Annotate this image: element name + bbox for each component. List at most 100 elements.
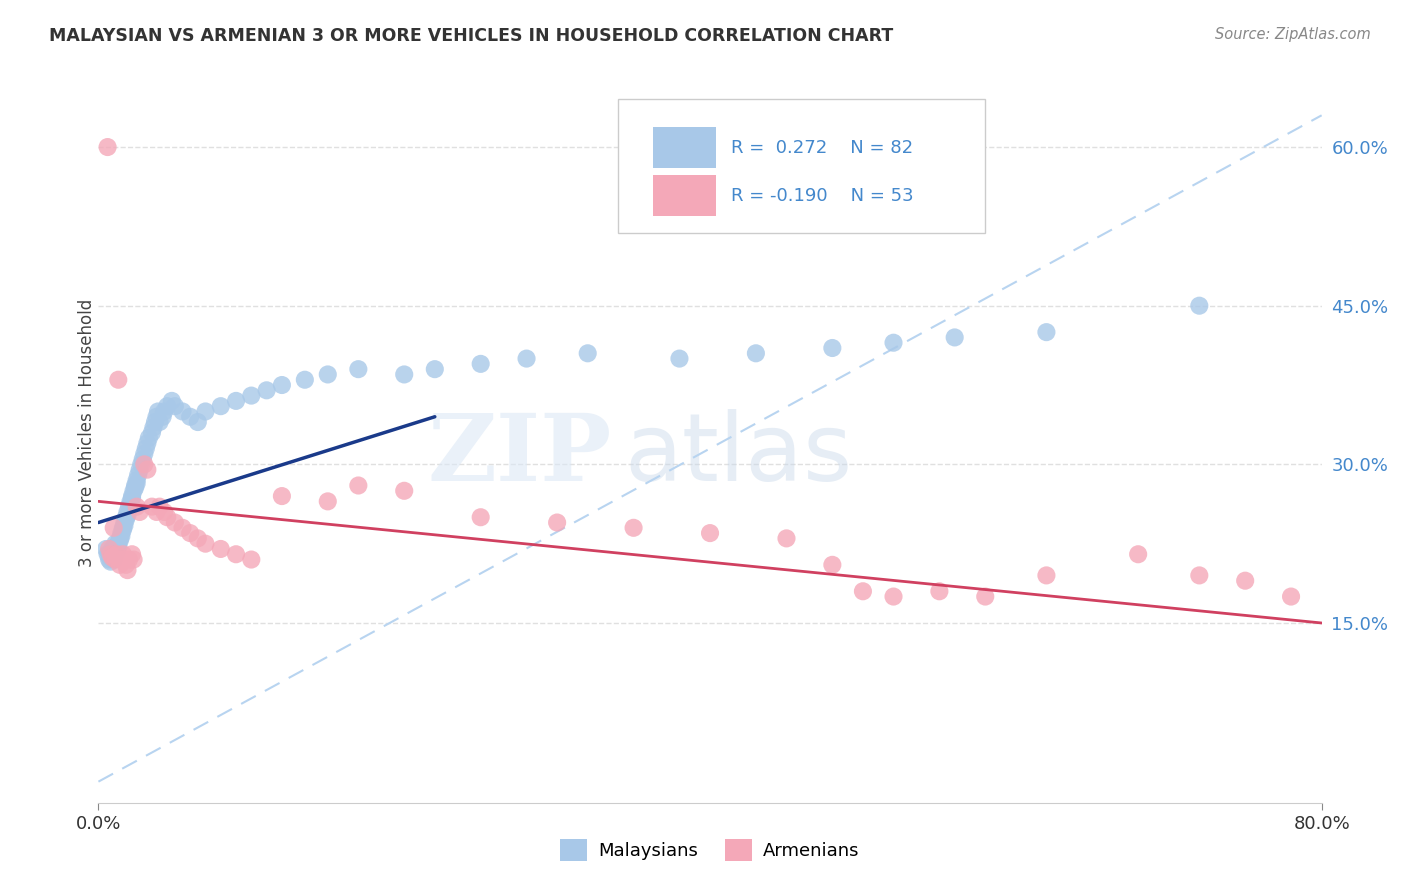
Point: [194, 537, 217, 551]
Point: [117, 508, 139, 522]
Point: [121, 489, 143, 503]
Point: [127, 467, 149, 482]
Point: [136, 463, 159, 477]
Point: [103, 547, 125, 561]
Point: [1188, 299, 1211, 313]
Point: [112, 516, 135, 530]
Point: [146, 404, 169, 418]
Point: [240, 389, 263, 403]
Point: [105, 544, 128, 558]
Point: [108, 533, 131, 548]
Point: [124, 481, 146, 495]
Point: [153, 404, 176, 418]
Point: [115, 512, 138, 526]
Point: [423, 362, 446, 376]
Point: [108, 558, 131, 572]
Point: [97, 547, 120, 561]
Bar: [652, 128, 716, 169]
Point: [125, 500, 148, 514]
Bar: [652, 175, 716, 216]
Point: [240, 552, 263, 566]
Point: [623, 521, 645, 535]
Y-axis label: 3 or more Vehicles in Household: 3 or more Vehicles in Household: [79, 299, 96, 566]
Point: [100, 547, 122, 561]
Point: [163, 399, 186, 413]
Point: [209, 399, 232, 413]
Point: [108, 532, 131, 546]
Point: [120, 494, 142, 508]
Point: [117, 505, 139, 519]
Point: [928, 584, 950, 599]
Point: [316, 368, 339, 382]
Point: [145, 409, 167, 424]
Point: [149, 415, 172, 429]
Point: [104, 540, 127, 554]
Point: [107, 373, 129, 387]
Point: [118, 500, 141, 514]
Point: [179, 526, 201, 541]
Point: [821, 341, 844, 355]
Point: [516, 351, 538, 366]
Point: [209, 541, 232, 556]
Point: [974, 590, 997, 604]
Point: [163, 516, 186, 530]
Point: [152, 409, 174, 424]
Point: [1035, 568, 1057, 582]
Point: [111, 547, 134, 561]
Point: [194, 404, 217, 418]
Point: [225, 547, 247, 561]
Point: [1035, 325, 1057, 339]
Point: [101, 544, 124, 558]
Point: [141, 425, 163, 440]
Point: [270, 489, 292, 503]
Point: [121, 547, 143, 561]
Point: [160, 393, 183, 408]
Point: [470, 357, 492, 371]
Point: [110, 529, 132, 543]
Point: [98, 552, 121, 566]
Point: [103, 552, 125, 566]
Point: [699, 526, 721, 541]
Point: [145, 505, 167, 519]
Point: [134, 458, 156, 472]
Point: [112, 518, 135, 533]
Point: [172, 404, 194, 418]
Point: [775, 532, 797, 546]
Point: [143, 415, 166, 429]
Point: [103, 521, 125, 535]
Point: [98, 547, 121, 561]
Point: [546, 516, 568, 530]
Point: [128, 505, 150, 519]
Point: [100, 555, 122, 569]
Point: [111, 523, 134, 537]
Point: [104, 552, 127, 566]
Point: [852, 584, 875, 599]
Point: [745, 346, 768, 360]
Point: [134, 447, 156, 461]
Text: atlas: atlas: [624, 409, 852, 500]
Point: [142, 420, 165, 434]
Point: [101, 541, 124, 556]
Text: Source: ZipAtlas.com: Source: ZipAtlas.com: [1215, 27, 1371, 42]
Point: [124, 478, 146, 492]
Point: [122, 483, 145, 498]
Point: [115, 558, 138, 572]
Point: [270, 378, 292, 392]
Point: [172, 521, 194, 535]
Point: [187, 532, 209, 546]
Point: [149, 500, 172, 514]
Point: [347, 478, 370, 492]
Point: [668, 351, 690, 366]
Point: [136, 436, 159, 450]
Point: [105, 547, 128, 561]
Point: [1234, 574, 1257, 588]
Point: [107, 540, 129, 554]
Point: [118, 552, 141, 566]
Point: [470, 510, 492, 524]
FancyBboxPatch shape: [619, 99, 986, 233]
Point: [256, 384, 278, 398]
Point: [121, 491, 143, 506]
Point: [104, 537, 127, 551]
Point: [138, 431, 160, 445]
Point: [117, 563, 139, 577]
